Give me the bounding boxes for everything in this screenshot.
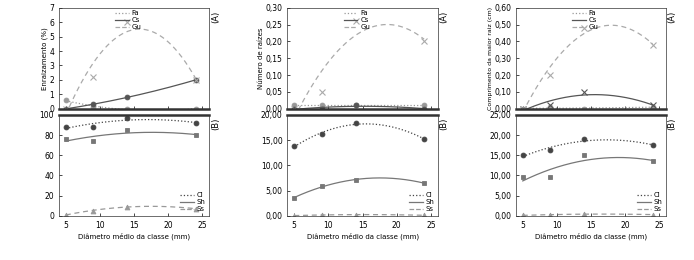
Text: (A): (A)	[439, 11, 448, 23]
Text: (B): (B)	[211, 118, 220, 130]
Legend: Fa, Cs, Gu: Fa, Cs, Gu	[344, 10, 370, 30]
Text: (A): (A)	[668, 11, 677, 23]
Text: (B): (B)	[668, 118, 677, 130]
Text: (A): (A)	[211, 11, 220, 23]
X-axis label: Diâmetro médio da classe (mm): Diâmetro médio da classe (mm)	[78, 232, 190, 240]
Text: (B): (B)	[439, 118, 448, 130]
Y-axis label: Comprimento da maior raiz (cm): Comprimento da maior raiz (cm)	[488, 7, 493, 110]
Y-axis label: Número de raízes: Número de raízes	[258, 28, 264, 89]
X-axis label: Diâmetro médio da classe (mm): Diâmetro médio da classe (mm)	[535, 232, 647, 240]
Legend: Cl, Sh, Ss: Cl, Sh, Ss	[180, 192, 206, 212]
Legend: Fa, Cs, Gu: Fa, Cs, Gu	[115, 10, 142, 30]
Legend: Cl, Sh, Ss: Cl, Sh, Ss	[637, 192, 663, 212]
X-axis label: Diâmetro médio da classe (mm): Diâmetro médio da classe (mm)	[307, 232, 418, 240]
Legend: Cl, Sh, Ss: Cl, Sh, Ss	[409, 192, 434, 212]
Legend: Fa, Cs, Gu: Fa, Cs, Gu	[572, 10, 598, 30]
Y-axis label: Enraizamento (%): Enraizamento (%)	[42, 27, 48, 90]
